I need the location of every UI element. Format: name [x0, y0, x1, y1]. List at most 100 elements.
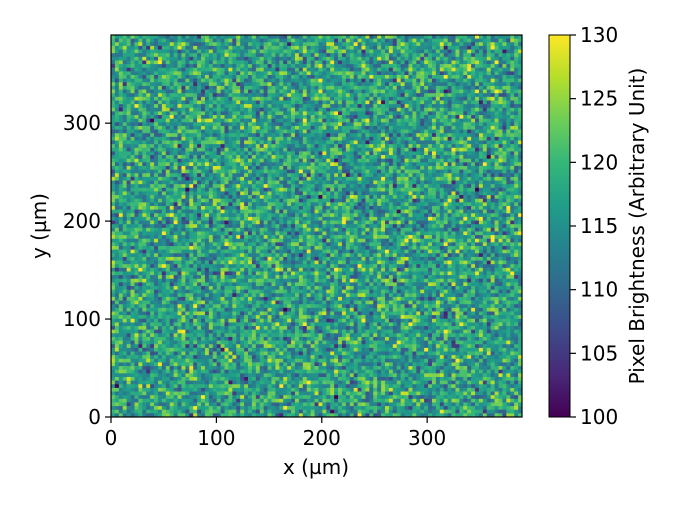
heatmap-cell [381, 122, 386, 127]
heatmap-cell [212, 180, 218, 185]
heatmap-cell [467, 144, 472, 149]
heatmap-cell [224, 202, 229, 207]
heatmap-cell [244, 176, 249, 181]
heatmap-cell [212, 111, 218, 116]
heatmap-cell [244, 162, 249, 167]
heatmap-cell [471, 42, 476, 47]
heatmap-cell [439, 136, 445, 141]
heatmap-cell [428, 144, 433, 149]
heatmap-cell [224, 71, 229, 76]
heatmap-cell [498, 151, 503, 156]
heatmap-cell [134, 158, 139, 163]
heatmap-cell [142, 89, 147, 94]
heatmap-cell [490, 125, 495, 130]
heatmap-cell [486, 122, 492, 127]
heatmap-cell [248, 155, 253, 160]
heatmap-cell [204, 180, 210, 185]
heatmap-cell [251, 78, 257, 83]
heatmap-cell [416, 115, 421, 120]
heatmap-cell [463, 187, 468, 192]
heatmap-cell [338, 133, 343, 138]
heatmap-cell [165, 202, 171, 207]
heatmap-cell [146, 147, 151, 152]
heatmap-cell [154, 64, 159, 69]
heatmap-cell [357, 42, 362, 47]
heatmap-cell [314, 38, 319, 43]
heatmap-cell [494, 104, 499, 109]
heatmap-cell [392, 140, 398, 145]
heatmap-cell [478, 151, 484, 156]
heatmap-cell [349, 89, 355, 94]
heatmap-cell [490, 176, 495, 181]
heatmap-cell [471, 78, 476, 83]
heatmap-cell [201, 180, 206, 185]
heatmap-cell [424, 198, 429, 203]
heatmap-cell [157, 104, 163, 109]
heatmap-cell [177, 78, 182, 83]
heatmap-cell [169, 64, 174, 69]
heatmap-cell [287, 155, 292, 160]
heatmap-cell [134, 49, 139, 54]
heatmap-cell [216, 75, 221, 80]
heatmap-cell [212, 89, 218, 94]
heatmap-cell [498, 195, 503, 200]
heatmap-cell [306, 78, 311, 83]
heatmap-cell [114, 184, 120, 189]
heatmap-cell [244, 104, 249, 109]
heatmap-cell [224, 176, 229, 181]
heatmap-cell [392, 195, 398, 200]
heatmap-cell [502, 198, 507, 203]
heatmap-cell [244, 118, 249, 123]
heatmap-cell [212, 78, 218, 83]
heatmap-cell [498, 133, 503, 138]
heatmap-cell [279, 64, 284, 69]
heatmap-cell [514, 35, 519, 39]
heatmap-cell [490, 75, 495, 80]
heatmap-cell [341, 104, 347, 109]
heatmap-cell [510, 151, 515, 156]
heatmap-cell [111, 67, 116, 72]
heatmap-cell [404, 115, 409, 120]
heatmap-cell [122, 67, 127, 72]
heatmap-cell [385, 144, 390, 149]
heatmap-cell [431, 85, 437, 90]
heatmap-cell [326, 144, 331, 149]
heatmap-cell [404, 191, 409, 196]
heatmap-cell [204, 53, 210, 58]
heatmap-cell [193, 125, 198, 130]
heatmap-cell [373, 140, 378, 145]
heatmap-cell [154, 129, 159, 134]
heatmap-cell [240, 67, 245, 72]
heatmap-cell [518, 184, 523, 189]
heatmap-cell [244, 78, 249, 83]
heatmap-cell [122, 173, 127, 178]
heatmap-cell [475, 144, 480, 149]
heatmap-cell [357, 122, 362, 127]
heatmap-cell [494, 187, 499, 192]
heatmap-cell [420, 111, 425, 116]
heatmap-cell [459, 158, 464, 163]
heatmap-cell [412, 49, 417, 54]
heatmap-cell [353, 136, 358, 141]
heatmap-cell [161, 75, 167, 80]
heatmap-cell [471, 165, 476, 170]
heatmap-cell [134, 198, 139, 203]
heatmap-cell [201, 35, 206, 39]
heatmap-cell [392, 198, 398, 203]
heatmap-cell [298, 35, 304, 39]
heatmap-cell [361, 165, 366, 170]
heatmap-cell [212, 96, 218, 101]
heatmap-cell [275, 195, 280, 200]
heatmap-cell [111, 100, 116, 105]
heatmap-cell [146, 35, 151, 39]
heatmap-cell [416, 169, 421, 174]
heatmap-cell [435, 144, 441, 149]
heatmap-cell [455, 165, 460, 170]
heatmap-cell [518, 71, 523, 76]
heatmap-cell [130, 60, 135, 65]
heatmap-cell [283, 176, 288, 181]
heatmap-cell [369, 38, 374, 43]
heatmap-cell [475, 42, 480, 47]
heatmap-cell [138, 173, 143, 178]
heatmap-cell [118, 198, 124, 203]
